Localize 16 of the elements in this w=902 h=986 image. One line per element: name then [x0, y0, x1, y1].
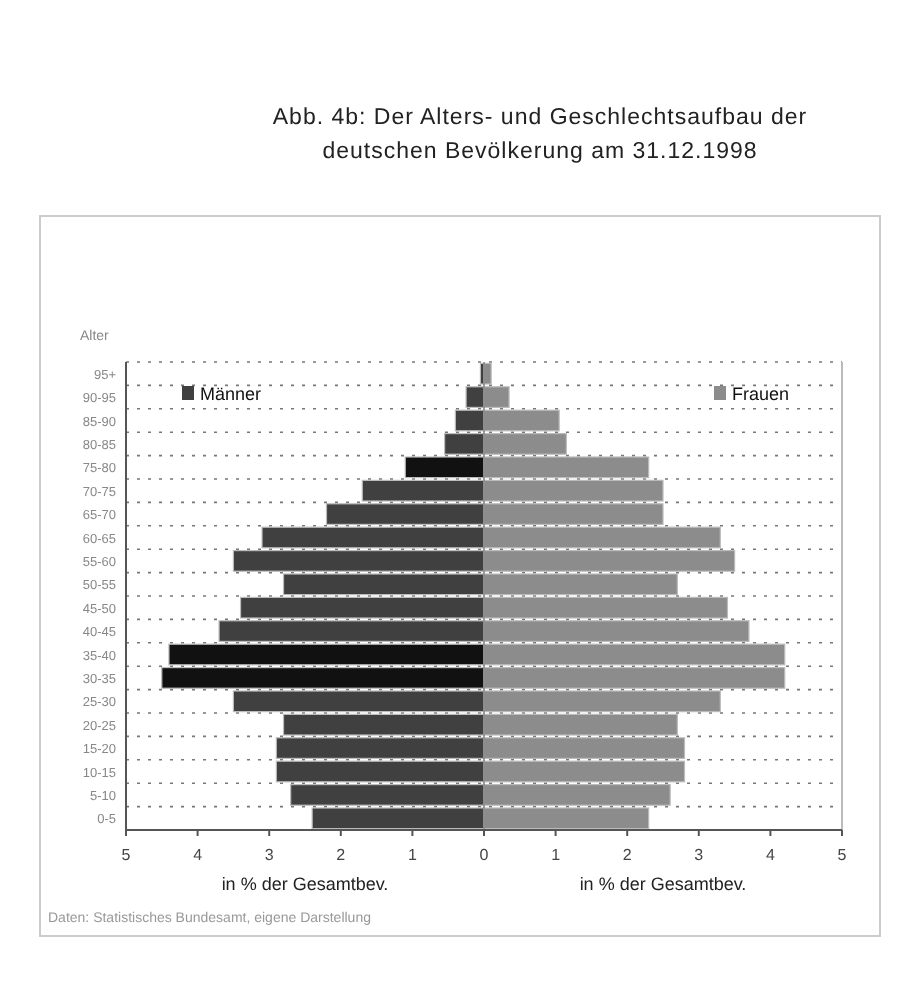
x-tick-label: 3	[694, 846, 705, 864]
x-tick-label: 0	[479, 846, 490, 864]
x-tick-label: 4	[193, 846, 204, 864]
x-axis-title: in % der Gesamtbev.	[221, 874, 389, 894]
legend-label: Frauen	[732, 384, 790, 404]
x-tick-label: 1	[407, 846, 418, 864]
x-tick-label: 5	[121, 846, 132, 864]
x-tick-label: 1	[551, 846, 562, 864]
x-tick-label: 2	[622, 846, 633, 864]
x-tick-label: 2	[336, 846, 347, 864]
x-tick-label: 4	[765, 846, 776, 864]
x-tick-label: 3	[264, 846, 275, 864]
x-tick-label: 5	[837, 846, 848, 864]
legend-label: Männer	[200, 384, 262, 404]
chart-title: Abb. 4b: Der Alters- und Geschlechtsaufbau der deutschen Bevölkerung am 31.12.1998	[272, 106, 808, 164]
text: in % der Gesamtbev.	[579, 874, 747, 894]
